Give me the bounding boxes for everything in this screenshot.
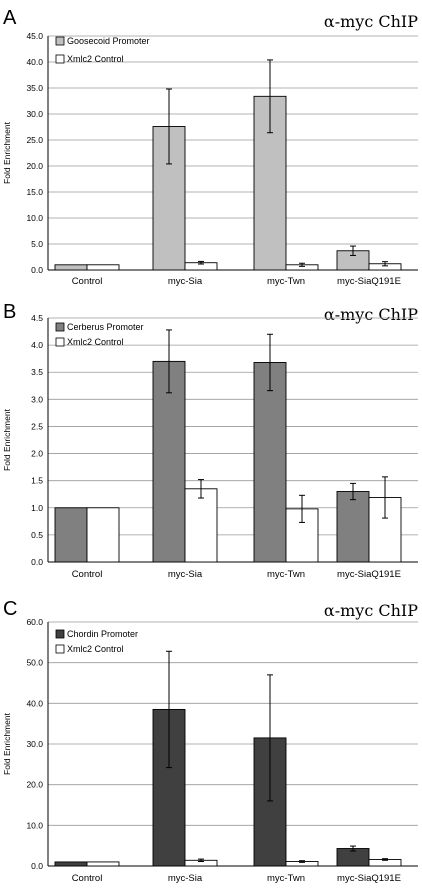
legend-swatch xyxy=(55,644,65,654)
x-tick-label: myc-Sia xyxy=(168,873,203,884)
legend-swatch xyxy=(55,54,65,64)
x-tick-label: myc-Twn xyxy=(267,276,305,287)
x-tick-label: myc-Sia xyxy=(168,276,203,287)
y-tick-label: 10.0 xyxy=(26,213,43,223)
y-tick-label: 2.5 xyxy=(31,421,43,431)
y-tick-label: 4.5 xyxy=(31,313,43,323)
bar-control-series-1 xyxy=(54,264,88,271)
y-tick-label: 1.5 xyxy=(31,476,43,486)
legend-label: Xmlc2 Control xyxy=(67,54,124,64)
y-tick-label: 60.0 xyxy=(26,617,43,627)
y-tick-label: 40.0 xyxy=(26,698,43,708)
y-tick-label: 1.0 xyxy=(31,503,43,513)
y-axis-label: Fold Enrichment xyxy=(2,712,12,775)
legend-swatch xyxy=(55,629,65,639)
legend-label: Goosecoid Promoter xyxy=(67,36,150,46)
bar-control-series-2 xyxy=(86,507,120,563)
bar-myc-twn-series-1 xyxy=(253,362,287,563)
bar-control-series-2 xyxy=(86,264,120,271)
bar-control-series-2 xyxy=(86,861,120,867)
bar-myc-sia-series-1 xyxy=(152,360,186,563)
panel-letter: A xyxy=(3,7,17,29)
y-tick-label: 40.0 xyxy=(26,57,43,67)
x-tick-label: Control xyxy=(72,569,103,580)
y-tick-label: 10.0 xyxy=(26,820,43,830)
x-tick-label: myc-Twn xyxy=(267,569,305,580)
chart-title: α-myc ChIP xyxy=(324,601,418,620)
x-tick-label: Control xyxy=(72,873,103,884)
y-tick-label: 0.0 xyxy=(31,861,43,871)
y-tick-label: 5.0 xyxy=(31,239,43,249)
panel-letter: C xyxy=(3,598,17,620)
y-tick-label: 35.0 xyxy=(26,83,43,93)
legend-label: Cerberus Promoter xyxy=(67,322,144,332)
y-tick-label: 2.0 xyxy=(31,449,43,459)
y-tick-label: 3.0 xyxy=(31,394,43,404)
x-tick-label: myc-SiaQ191E xyxy=(337,873,401,884)
x-tick-label: myc-Sia xyxy=(168,569,203,580)
y-tick-label: 15.0 xyxy=(26,187,43,197)
chart-title: α-myc ChIP xyxy=(324,305,418,324)
x-tick-label: myc-Twn xyxy=(267,873,305,884)
y-tick-label: 0.0 xyxy=(31,265,43,275)
x-tick-label: myc-SiaQ191E xyxy=(337,569,401,580)
y-tick-label: 20.0 xyxy=(26,161,43,171)
x-tick-label: Control xyxy=(72,276,103,287)
y-tick-label: 50.0 xyxy=(26,658,43,668)
y-tick-label: 30.0 xyxy=(26,739,43,749)
bar-control-series-1 xyxy=(54,507,88,563)
x-tick-label: myc-SiaQ191E xyxy=(337,276,401,287)
bar-myc-siaq191e-series-1 xyxy=(336,491,370,563)
legend-label: Chordin Promoter xyxy=(67,629,138,639)
y-tick-label: 45.0 xyxy=(26,31,43,41)
y-tick-label: 0.0 xyxy=(31,557,43,567)
y-tick-label: 25.0 xyxy=(26,135,43,145)
bar-myc-sia-series-2 xyxy=(184,488,218,563)
legend-label: Xmlc2 Control xyxy=(67,644,124,654)
bar-control-series-1 xyxy=(54,861,88,867)
y-tick-label: 0.5 xyxy=(31,530,43,540)
legend-swatch xyxy=(55,36,65,46)
panel-letter: B xyxy=(3,301,16,323)
y-axis-label: Fold Enrichment xyxy=(2,408,12,471)
legend-swatch xyxy=(55,337,65,347)
chart-title: α-myc ChIP xyxy=(324,12,418,31)
legend-label: Xmlc2 Control xyxy=(67,337,124,347)
y-tick-label: 3.5 xyxy=(31,367,43,377)
legend-swatch xyxy=(55,322,65,332)
y-axis-label: Fold Enrichment xyxy=(2,121,12,184)
y-tick-label: 30.0 xyxy=(26,109,43,119)
y-tick-label: 20.0 xyxy=(26,780,43,790)
y-tick-label: 4.0 xyxy=(31,340,43,350)
